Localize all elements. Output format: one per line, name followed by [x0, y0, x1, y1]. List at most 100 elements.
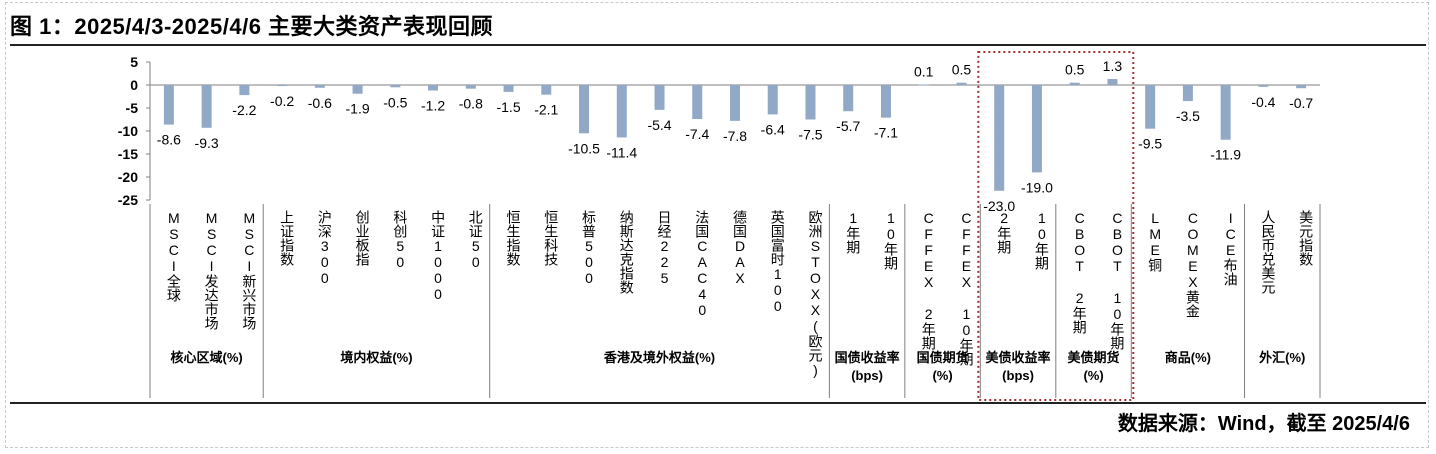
value-label: 0.5: [1065, 62, 1085, 78]
bar: [1145, 85, 1156, 129]
y-tick-label: -25: [118, 192, 138, 208]
category-label: MSCI发达市场: [204, 210, 220, 331]
bar: [503, 85, 514, 92]
bar: [1296, 85, 1307, 89]
figure-frame: [5, 2, 1429, 448]
value-label: -0.7: [1289, 95, 1313, 111]
value-label: -5.4: [647, 117, 671, 133]
bar: [314, 85, 325, 88]
group-label: 美债收益率(bps): [986, 350, 1051, 383]
value-label: -2.2: [232, 102, 256, 118]
value-label: 0.1: [914, 64, 934, 80]
bar: [201, 85, 212, 128]
bar: [352, 85, 363, 94]
bar: [1069, 82, 1080, 85]
category-label: 恒生指数: [506, 210, 522, 266]
category-label: MSCI新兴市场: [241, 210, 257, 331]
group-label: 外汇(%): [1258, 350, 1305, 365]
value-label: 0.5: [952, 62, 972, 78]
group-label: 美债期货(%): [1068, 350, 1120, 383]
value-label: -9.5: [1138, 136, 1162, 152]
category-label: CFFEX 2年期: [921, 210, 937, 351]
bar: [1107, 79, 1118, 85]
y-tick-label: 0: [130, 77, 138, 93]
value-label: -1.2: [421, 98, 445, 114]
value-label: -11.9: [1210, 147, 1241, 163]
value-label: -1.9: [346, 101, 370, 117]
value-label: -1.5: [496, 99, 520, 115]
category-label: 美元指数: [1298, 210, 1314, 266]
value-label: -8.6: [157, 132, 181, 148]
value-label: -0.5: [383, 94, 407, 110]
value-label: -19.0: [1021, 179, 1053, 195]
category-label: 10年期: [1034, 210, 1050, 271]
category-label: 纳斯达克指数: [619, 210, 635, 294]
bar: [616, 85, 627, 138]
value-label: -7.5: [798, 127, 822, 143]
category-label: 法国CAC40: [694, 210, 710, 318]
category-label: 日经225: [657, 210, 673, 286]
category-label: 上证指数: [279, 210, 295, 266]
value-label: -0.8: [459, 96, 483, 112]
bar: [1182, 85, 1193, 102]
bar: [163, 85, 174, 125]
value-label: -3.5: [1176, 108, 1200, 124]
category-label: 北证50: [468, 210, 484, 270]
value-label: -2.1: [534, 102, 558, 118]
value-label: -6.4: [761, 121, 785, 137]
y-tick-label: -10: [118, 123, 138, 139]
category-label: 沪深300: [317, 210, 333, 286]
bar: [277, 85, 288, 86]
bar: [880, 85, 891, 118]
figure-title: 图 1：2025/4/3-2025/4/6 主要大类资产表现回顾: [10, 14, 494, 39]
bar: [654, 85, 665, 110]
bar: [692, 85, 703, 120]
group-label: 核心区域(%): [171, 350, 243, 365]
group-label: 境内权益(%): [340, 350, 412, 365]
category-label: 欧洲STOXX(欧元): [807, 210, 823, 378]
value-label: 1.3: [1103, 58, 1123, 74]
bar: [1220, 85, 1231, 140]
value-label: -11.4: [606, 144, 637, 160]
y-tick-label: -5: [126, 100, 139, 116]
value-label: -23.0: [983, 198, 1015, 214]
y-tick-label: 5: [130, 54, 138, 70]
category-label: 中证1000: [430, 210, 446, 302]
category-label: LME铜: [1147, 210, 1163, 273]
value-label: -7.1: [874, 125, 898, 141]
group-label: 国债收益率(bps): [835, 350, 900, 383]
bar: [805, 85, 816, 120]
y-tick-label: -15: [118, 146, 138, 162]
value-label: -0.2: [270, 93, 294, 109]
category-label: 标普500: [581, 210, 597, 286]
bar: [465, 85, 476, 89]
bar: [918, 84, 929, 86]
value-label: -7.8: [723, 128, 747, 144]
category-label: CFFEX 10年期: [958, 210, 974, 367]
source-rule: [10, 402, 1426, 404]
bar: [730, 85, 740, 121]
value-label: -9.3: [195, 135, 219, 151]
bar: [239, 85, 250, 96]
bar: [843, 85, 854, 112]
bar: [956, 82, 967, 85]
bar: [767, 85, 778, 115]
bar: [428, 85, 439, 91]
bar: [1258, 85, 1269, 87]
title-rule: [10, 44, 1426, 46]
category-label: COMEX黄金: [1185, 210, 1201, 318]
y-tick-label: -20: [118, 169, 138, 185]
category-label: 德国DAX: [732, 210, 748, 286]
category-label: 英国富时100: [770, 209, 786, 314]
bar: [541, 85, 552, 95]
category-label: 恒生科技: [543, 210, 559, 267]
group-label: 香港及境外权益(%): [603, 350, 715, 365]
group-label: 商品(%): [1165, 350, 1211, 365]
highlight-box: [977, 51, 1135, 401]
value-label: -10.5: [568, 140, 600, 156]
value-label: -0.4: [1251, 94, 1275, 110]
bar: [579, 85, 590, 134]
category-label: 10年期: [883, 210, 899, 271]
category-label: MSCI全球: [166, 210, 182, 302]
